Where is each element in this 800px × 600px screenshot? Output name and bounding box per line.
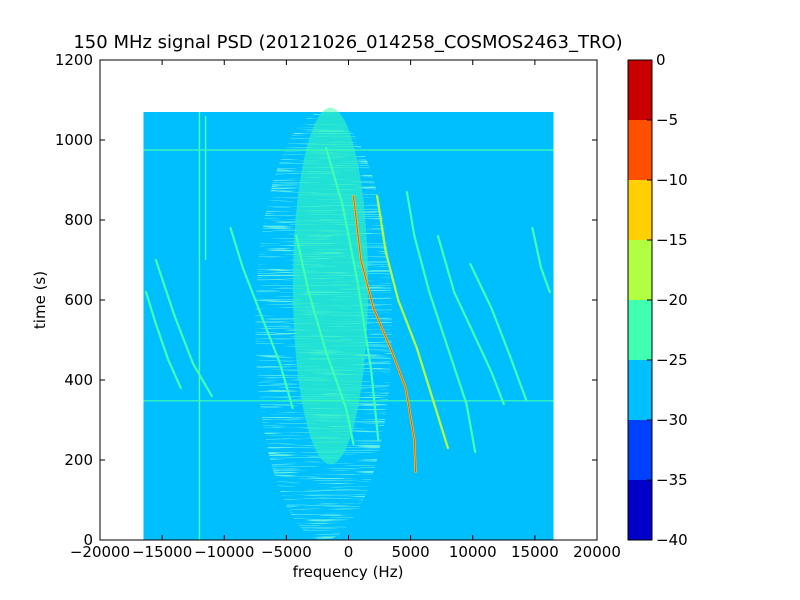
signal-track [154, 258, 213, 398]
y-tick-label: 400 [64, 371, 93, 389]
y-axis-label: time (s) [31, 271, 49, 329]
x-tick-label: 0 [344, 543, 354, 561]
colorbar-tick-label: −25 [656, 351, 688, 369]
colorbar-bin [628, 60, 652, 120]
colorbar-tick-label: 0 [656, 51, 666, 69]
signal-track [229, 226, 294, 410]
colorbar-bin [628, 120, 652, 180]
y-tick-label: 1200 [55, 51, 93, 69]
y-tick-label: 200 [64, 451, 93, 469]
y-tick-label: 0 [83, 531, 93, 549]
signal-track [325, 146, 380, 442]
signal-track [376, 194, 449, 450]
signal-track [295, 234, 355, 446]
colorbar-bin [628, 360, 652, 420]
signal-track [436, 234, 505, 406]
y-axis: 0 200 400 600 800 1000 1200 [55, 51, 597, 549]
colorbar-tick-label: −10 [656, 171, 688, 189]
colorbar-tick-label: −35 [656, 471, 688, 489]
chart-title: 150 MHz signal PSD (20121026_014258_COSM… [73, 32, 622, 53]
y-tick-label: 800 [64, 211, 93, 229]
x-axis: −20000 −15000 −10000 −5000 0 5000 10000 15000 20… [70, 60, 621, 561]
colorbar-bin [628, 180, 652, 240]
x-tick-label: 5000 [392, 543, 430, 561]
signal-track [469, 262, 528, 402]
colorbar-tick-label: −5 [656, 111, 678, 129]
x-tick-label: 15000 [511, 543, 559, 561]
plot-area [143, 107, 554, 540]
colorbar-bin [628, 480, 652, 540]
signal-track [144, 290, 182, 390]
x-tick-label: −15000 [132, 543, 192, 561]
x-tick-label: 10000 [449, 543, 497, 561]
colorbar-tick-label: −30 [656, 411, 688, 429]
y-tick-label: 1000 [55, 131, 93, 149]
x-tick-label: −10000 [194, 543, 254, 561]
x-tick-label: 20000 [573, 543, 621, 561]
colorbar: 0 −5 −10 −15 −20 −25 −30 −35 −40 [627, 51, 688, 549]
signal-track [405, 190, 477, 454]
noise-hump [255, 107, 392, 540]
x-tick-label: −5000 [261, 543, 312, 561]
colorbar-bin [628, 240, 652, 300]
x-axis-label: frequency (Hz) [293, 563, 404, 581]
colorbar-tick-label: −15 [656, 231, 688, 249]
colorbar-bin [628, 300, 652, 360]
colorbar-bin [628, 420, 652, 480]
signal-track [531, 226, 551, 294]
colorbar-tick-label: −20 [656, 291, 688, 309]
y-tick-label: 600 [64, 291, 93, 309]
signal-track-core [353, 195, 417, 473]
colorbar-tick-label: −40 [656, 531, 688, 549]
x-tick-label: −20000 [70, 543, 130, 561]
